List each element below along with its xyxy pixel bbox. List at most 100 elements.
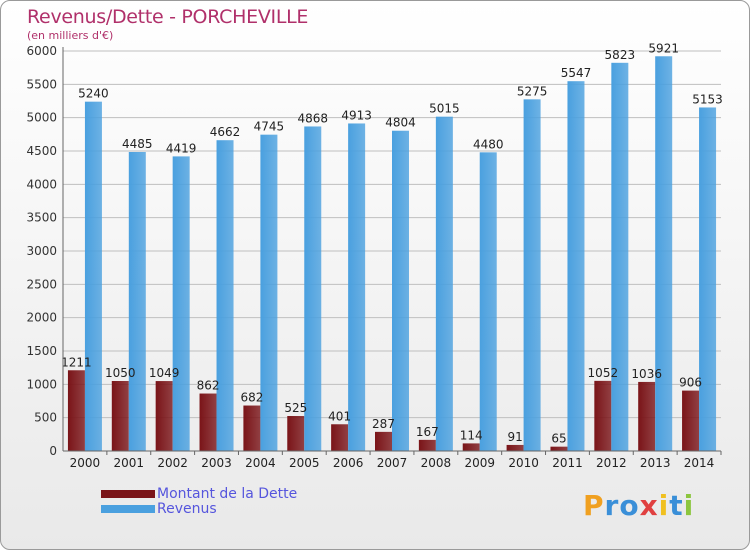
- bar-dette: [111, 381, 129, 451]
- x-tick-label: 2011: [552, 456, 583, 470]
- bar-dette: [243, 405, 261, 451]
- y-tick-label: 500: [34, 411, 57, 425]
- data-label-dette: 1050: [105, 366, 136, 380]
- data-label-revenus: 5015: [429, 102, 460, 116]
- y-tick-label: 3000: [26, 244, 57, 258]
- data-label-revenus: 4419: [166, 141, 197, 155]
- bar-revenus: [435, 116, 453, 452]
- data-label-revenus: 4804: [385, 116, 416, 130]
- bar-revenus: [216, 140, 234, 451]
- bar-revenus: [655, 56, 673, 452]
- bar-revenus: [128, 152, 146, 451]
- data-label-dette: 167: [416, 425, 439, 439]
- bar-dette: [638, 381, 656, 451]
- data-label-revenus: 5240: [78, 87, 109, 101]
- chart-title: Revenus/Dette - PORCHEVILLE: [27, 6, 309, 28]
- x-tick-label: 2012: [596, 456, 627, 470]
- data-label-dette: 1052: [588, 366, 619, 380]
- legend-label-revenus: Revenus: [157, 501, 217, 517]
- bar-dette: [682, 390, 700, 451]
- x-tick-label: 2002: [157, 456, 188, 470]
- logo-letter: r: [604, 489, 620, 522]
- bar-dette: [418, 439, 436, 451]
- chart-subtitle: (en milliers d'€): [27, 29, 114, 42]
- data-label-revenus: 4868: [297, 111, 328, 125]
- logo-letter: o: [619, 489, 640, 522]
- y-tick-label: 6000: [26, 44, 57, 58]
- data-label-revenus: 5823: [605, 48, 636, 62]
- legend-swatch-dette: [101, 490, 155, 498]
- data-label-dette: 65: [551, 432, 566, 446]
- bar-dette: [287, 416, 305, 451]
- bar-dette: [155, 381, 173, 451]
- data-label-dette: 525: [284, 401, 307, 415]
- data-label-revenus: 4485: [122, 137, 153, 151]
- data-label-dette: 91: [507, 430, 522, 444]
- y-tick-label: 4500: [26, 144, 57, 158]
- data-label-dette: 287: [372, 417, 395, 431]
- data-label-revenus: 4662: [210, 125, 241, 139]
- bar-revenus: [260, 134, 278, 451]
- legend-label-dette: Montant de la Dette: [157, 486, 298, 502]
- bar-revenus: [392, 130, 409, 451]
- data-label-dette: 682: [240, 391, 263, 405]
- logo-letter: x: [639, 489, 659, 522]
- logo-letter: P: [583, 489, 605, 522]
- bar-dette: [375, 431, 392, 451]
- data-label-revenus: 4913: [341, 108, 372, 122]
- y-tick-label: 1500: [26, 344, 57, 358]
- bar-revenus: [523, 99, 541, 451]
- x-tick-label: 2010: [508, 456, 539, 470]
- bar-revenus: [699, 107, 717, 451]
- y-tick-label: 2000: [26, 311, 57, 325]
- x-tick-label: 2013: [640, 456, 671, 470]
- data-label-dette: 1211: [61, 355, 92, 369]
- bar-revenus: [304, 126, 322, 451]
- bar-dette: [550, 446, 568, 451]
- x-tick-label: 2007: [377, 456, 408, 470]
- bar-dette: [199, 393, 217, 451]
- y-tick-label: 5500: [26, 77, 57, 91]
- y-tick-label: 1000: [26, 377, 57, 391]
- x-tick-label: 2005: [289, 456, 320, 470]
- data-label-dette: 906: [679, 376, 702, 390]
- x-tick-label: 2000: [70, 456, 101, 470]
- data-label-revenus: 5547: [561, 66, 592, 80]
- bar-dette: [506, 444, 524, 451]
- data-label-revenus: 4480: [473, 137, 504, 151]
- data-label-revenus: 5153: [692, 92, 723, 106]
- y-tick-label: 3500: [26, 211, 57, 225]
- bar-revenus: [172, 156, 190, 451]
- bar-revenus: [611, 62, 629, 452]
- bar-dette: [331, 424, 349, 451]
- data-label-revenus: 4745: [254, 120, 285, 134]
- x-tick-label: 2004: [245, 456, 276, 470]
- y-tick-label: 4000: [26, 177, 57, 191]
- bar-revenus: [479, 152, 497, 452]
- data-label-dette: 1036: [631, 367, 662, 381]
- y-tick-label: 2500: [26, 277, 57, 291]
- bar-dette: [462, 443, 480, 451]
- data-label-revenus: 5921: [648, 41, 679, 55]
- data-label-dette: 114: [460, 428, 483, 442]
- bar-revenus: [84, 101, 102, 452]
- proxiti-logo: Proxiti: [583, 489, 694, 522]
- data-label-dette: 1049: [149, 366, 180, 380]
- bar-revenus: [567, 81, 585, 451]
- logo-letter: t: [669, 489, 684, 522]
- data-label-dette: 862: [197, 379, 220, 393]
- x-tick-label: 2003: [201, 456, 232, 470]
- x-tick-label: 2014: [684, 456, 715, 470]
- y-tick-label: 5000: [26, 111, 57, 125]
- legend-swatch-revenus: [101, 505, 155, 513]
- y-tick-label: 0: [49, 444, 57, 458]
- x-tick-label: 2001: [114, 456, 145, 470]
- logo-letter: i: [683, 489, 695, 522]
- x-tick-label: 2006: [333, 456, 364, 470]
- data-label-dette: 401: [328, 409, 351, 423]
- bar-dette: [67, 370, 85, 451]
- bar-dette: [594, 380, 612, 451]
- data-label-revenus: 5275: [517, 84, 548, 98]
